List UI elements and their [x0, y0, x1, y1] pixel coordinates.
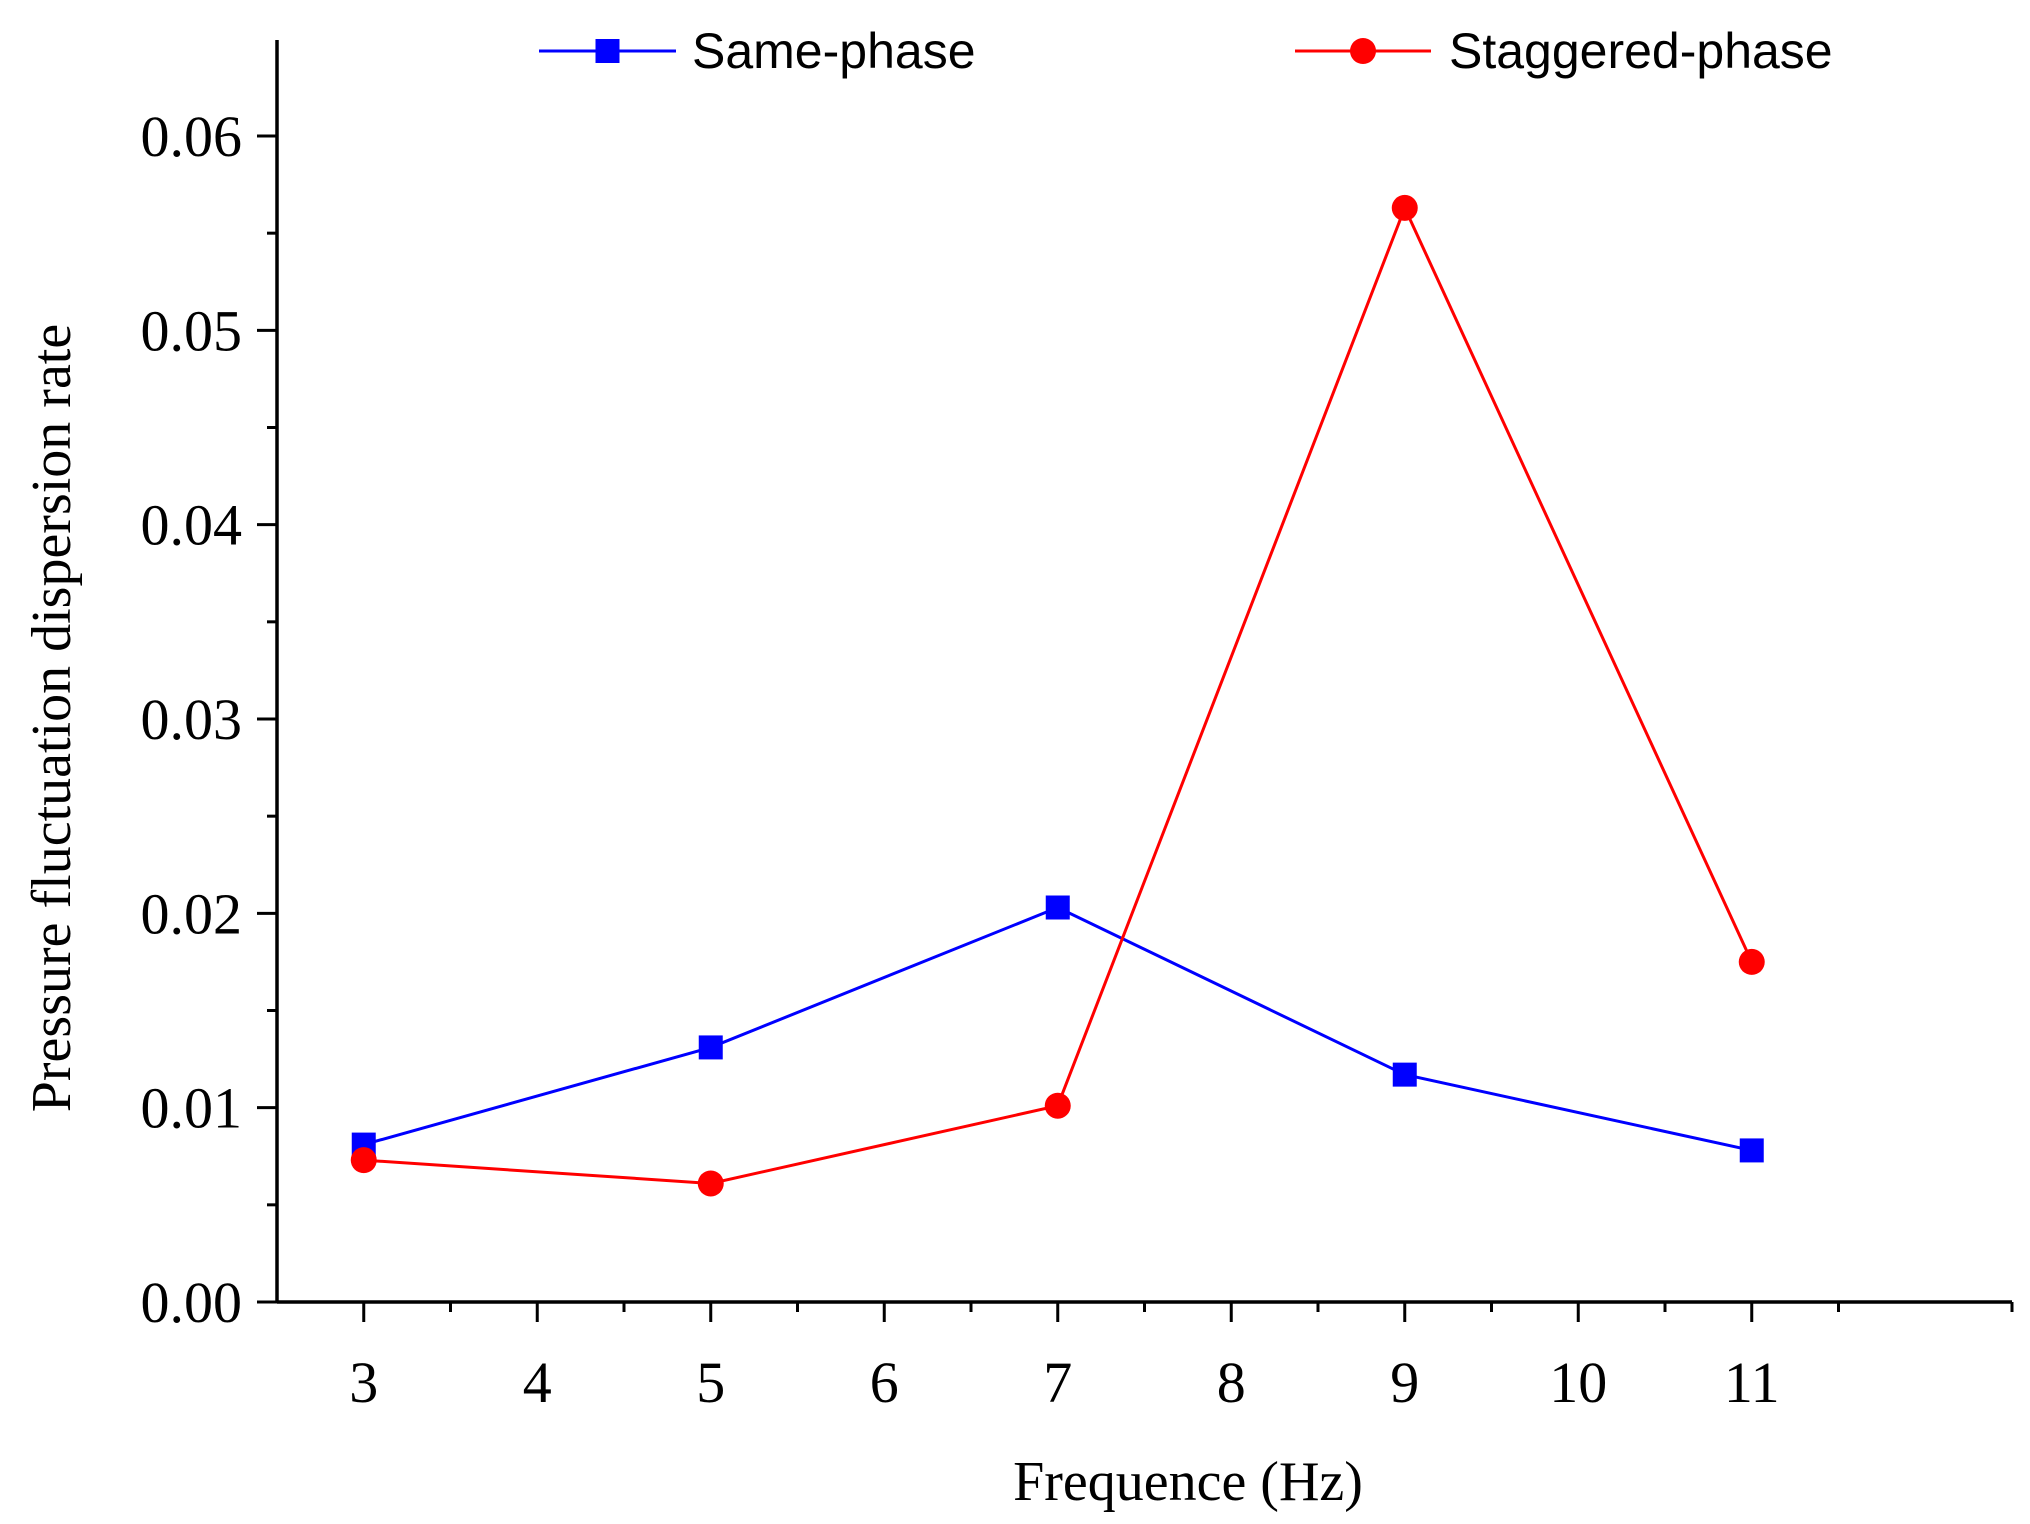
- x-ticks: 3 4 5 6 7 8 9 10 11: [349, 1302, 2014, 1415]
- y-tick-label: 0.04: [141, 493, 243, 558]
- y-ticks: 0.00 0.01 0.02 0.03 0.04 0.05 0.06: [141, 104, 277, 1335]
- series-layer: [350, 194, 1765, 1197]
- x-tick-label: 10: [1549, 1350, 1607, 1415]
- legend-item: Same-phase: [539, 23, 976, 79]
- x-tick-label: 4: [523, 1350, 552, 1415]
- x-tick-label: 6: [870, 1350, 899, 1415]
- legend-label: Staggered-phase: [1449, 23, 1833, 79]
- data-point-square: [1739, 1138, 1764, 1163]
- y-tick-label: 0.06: [141, 104, 243, 169]
- data-point-circle: [1391, 194, 1418, 221]
- x-tick-label: 9: [1390, 1350, 1419, 1415]
- data-point-square: [698, 1035, 723, 1060]
- data-point-square: [1045, 895, 1070, 920]
- series-staggered-phase: [350, 194, 1765, 1197]
- y-tick-label: 0.03: [141, 687, 243, 752]
- data-point-circle: [350, 1147, 377, 1174]
- series-line: [363, 204, 1754, 1185]
- data-point-circle: [1738, 948, 1765, 975]
- x-tick-label: 3: [349, 1350, 378, 1415]
- data-point-circle: [1044, 1092, 1071, 1119]
- series-same-phase: [351, 895, 1764, 1163]
- x-tick-label: 8: [1217, 1350, 1246, 1415]
- y-tick-label: 0.05: [141, 298, 243, 363]
- y-tick-label: 0.02: [141, 881, 243, 946]
- legend-label: Same-phase: [692, 23, 976, 79]
- y-tick-label: 0.00: [141, 1270, 243, 1335]
- y-tick-label: 0.01: [141, 1076, 243, 1141]
- x-tick-label: 5: [696, 1350, 725, 1415]
- x-tick-label: 11: [1724, 1350, 1780, 1415]
- y-axis-title: Pressure fluctuation dispersion rate: [21, 324, 83, 1112]
- data-point-circle: [697, 1170, 724, 1197]
- axes: [275, 40, 2012, 1304]
- x-tick-label: 7: [1043, 1350, 1072, 1415]
- legend: Same-phase Staggered-phase: [539, 23, 1833, 79]
- data-point-square: [1392, 1062, 1417, 1087]
- legend-marker-square: [595, 39, 620, 63]
- legend-marker-circle: [1350, 38, 1376, 64]
- legend-item: Staggered-phase: [1295, 23, 1833, 79]
- x-axis-title: Frequence (Hz): [1013, 1451, 1363, 1513]
